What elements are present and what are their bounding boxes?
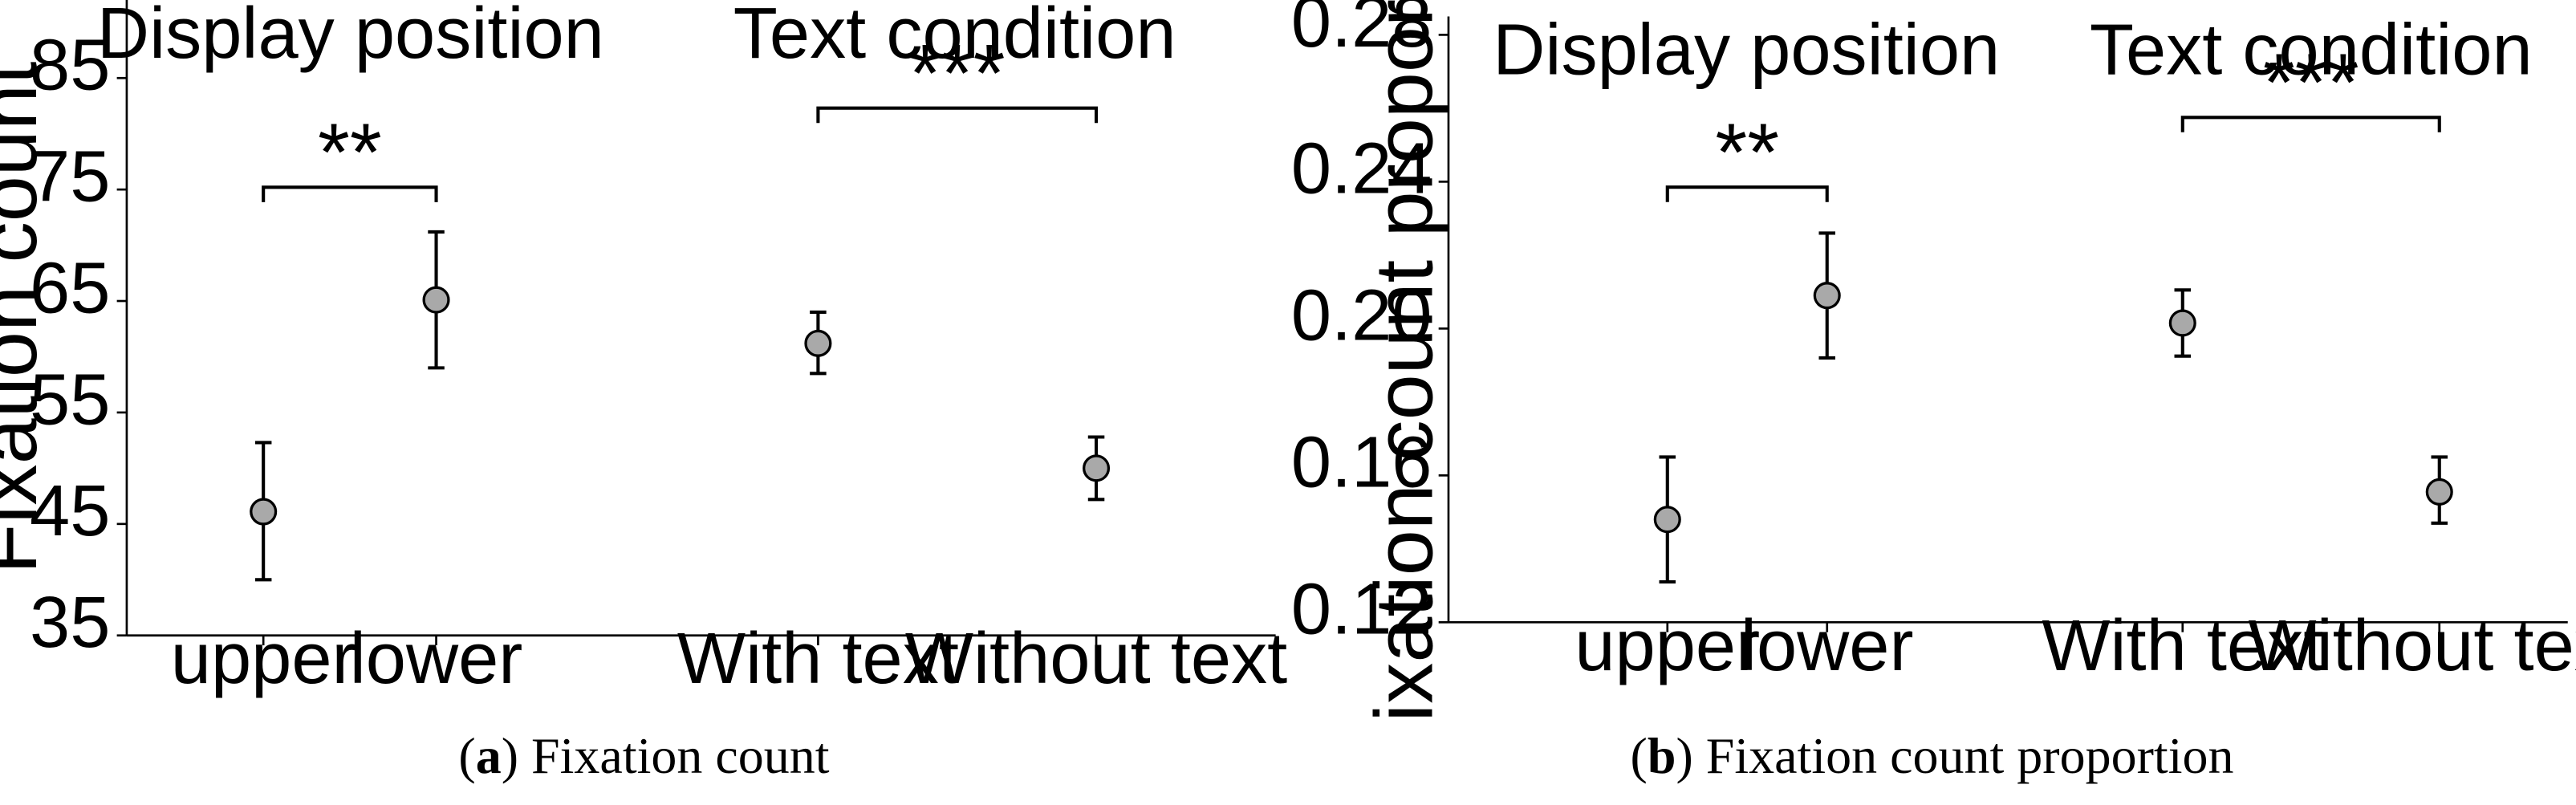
group-label: Display position xyxy=(1493,9,2000,90)
y-axis-title: Fixation count xyxy=(0,62,54,574)
group-label: Display position xyxy=(97,0,604,74)
data-point xyxy=(2425,478,2453,506)
significance-bracket xyxy=(816,106,1099,124)
x-tick-label: lower xyxy=(1741,605,1914,686)
caption-a-letter: a xyxy=(475,727,502,784)
caption-b: (b) Fixation count proportion xyxy=(1630,727,2234,784)
group-label: Text condition xyxy=(2090,9,2533,90)
y-tick-label: 0.20 xyxy=(1291,275,1432,356)
caption-b-letter: b xyxy=(1647,727,1676,784)
group-label: Text condition xyxy=(733,0,1176,74)
x-tick-label: upper xyxy=(1574,605,1760,686)
data-point xyxy=(1083,454,1111,482)
y-tick-label: 45 xyxy=(30,470,110,551)
caption-a-text: Fixation count xyxy=(531,727,830,784)
y-tick-label: 0.12 xyxy=(1291,569,1432,650)
data-point xyxy=(422,286,450,314)
y-tick-label: 55 xyxy=(30,359,110,440)
y-tick-label: 65 xyxy=(30,247,110,328)
significance-bracket xyxy=(1665,185,1829,202)
y-tick-label: 75 xyxy=(30,136,110,217)
panel-b: 0.12 0.16 0.20 0.24 0.28 Fixation count propo… xyxy=(1288,0,2576,805)
y-tick-label: 0.24 xyxy=(1291,128,1432,209)
y-tick-label: 0.28 xyxy=(1291,0,1432,63)
significance-label: *** xyxy=(909,27,1006,120)
data-point xyxy=(2168,309,2196,337)
y-axis-title: Fixation count proportion xyxy=(1357,0,1449,722)
significance-bracket xyxy=(262,185,438,202)
y-tick-label: 35 xyxy=(30,582,110,663)
data-point xyxy=(1813,282,1841,310)
x-tick-label: upper xyxy=(171,618,356,699)
x-tick-label: Without text xyxy=(2249,605,2576,686)
caption-b-text: Fixation count proportion xyxy=(1705,727,2234,784)
data-point xyxy=(1653,506,1681,534)
data-point xyxy=(250,498,278,526)
significance-label: *** xyxy=(2263,36,2359,128)
significance-label: ** xyxy=(318,106,382,198)
caption-a: (a) Fixation count xyxy=(458,727,830,784)
x-tick-label: Without text xyxy=(905,618,1287,699)
panel-a: 35 45 55 65 75 85 Fixation count upper lower With… xyxy=(0,0,1287,784)
significance-bracket xyxy=(2180,116,2441,132)
y-tick-label: 0.16 xyxy=(1291,422,1432,503)
x-tick-label: With text xyxy=(2042,605,2323,686)
x-tick-label: With text xyxy=(677,618,959,699)
y-tick-label: 85 xyxy=(30,25,110,106)
data-point xyxy=(804,329,832,357)
significance-label: ** xyxy=(1715,106,1779,198)
x-tick-label: lower xyxy=(350,618,523,699)
